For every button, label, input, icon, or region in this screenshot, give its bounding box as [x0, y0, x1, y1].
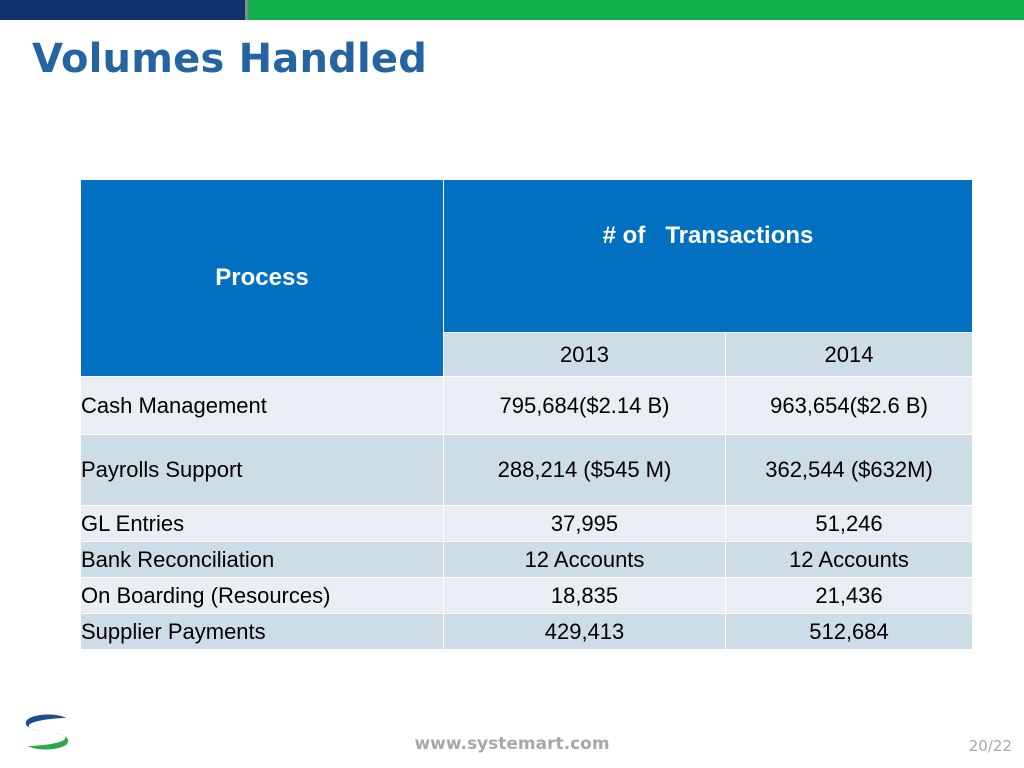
table-row: On Boarding (Resources) 18,835 21,436 — [80, 577, 974, 614]
value-2013-cell: 18,835 — [443, 577, 726, 614]
page-number: 20/22 — [968, 737, 1012, 755]
value-2014-cell: 963,654($2.6 B) — [724, 376, 974, 435]
table-header-row: Process # of Transactions — [80, 179, 974, 377]
table-row: Bank Reconciliation 12 Accounts 12 Accou… — [80, 541, 974, 578]
header-transactions-label: # of Transactions — [602, 222, 814, 249]
value-2013-cell: 37,995 — [443, 505, 726, 542]
value-2014-cell: 12 Accounts — [724, 541, 974, 578]
table-year-row: 2013 2014 — [81, 332, 974, 377]
value-2013-cell: 795,684($2.14 B) — [443, 376, 726, 435]
process-cell: On Boarding (Resources) — [80, 577, 444, 614]
header-year-2013: 2013 — [443, 332, 726, 377]
process-cell: Cash Management — [80, 376, 444, 435]
value-2014-cell: 21,436 — [724, 577, 974, 614]
value-2014-cell: 51,246 — [724, 505, 974, 542]
value-2013-cell: 12 Accounts — [443, 541, 726, 578]
footer-url: www.systemart.com — [414, 734, 610, 754]
top-accent-bar-navy — [0, 0, 245, 20]
table-row: GL Entries 37,995 51,246 — [80, 505, 974, 542]
value-2014-cell: 362,544 ($632M) — [724, 434, 974, 506]
slide-title: Volumes Handled — [32, 36, 428, 82]
table-row: Cash Management 795,684($2.14 B) 963,654… — [80, 376, 974, 435]
table-row: Payrolls Support 288,214 ($545 M) 362,54… — [80, 434, 974, 506]
process-cell: Supplier Payments — [80, 613, 444, 650]
table-row: Supplier Payments 429,413 512,684 — [80, 613, 974, 650]
process-cell: Bank Reconciliation — [80, 541, 444, 578]
header-process: Process — [80, 179, 444, 377]
top-accent-bar-green — [248, 0, 1024, 20]
process-cell: Payrolls Support — [80, 434, 444, 506]
top-accent-bar-separator — [245, 0, 248, 20]
header-transactions: # of Transactions — [442, 179, 974, 333]
header-year-2014: 2014 — [724, 332, 974, 377]
value-2013-cell: 429,413 — [443, 613, 726, 650]
systemart-logo-icon — [25, 714, 69, 750]
value-2014-cell: 512,684 — [724, 613, 974, 650]
value-2013-cell: 288,214 ($545 M) — [443, 434, 726, 506]
volumes-table: Process # of Transactions 2013 2014 Cash… — [80, 179, 974, 650]
header-process-label: Process — [215, 264, 309, 291]
process-cell: GL Entries — [80, 505, 444, 542]
